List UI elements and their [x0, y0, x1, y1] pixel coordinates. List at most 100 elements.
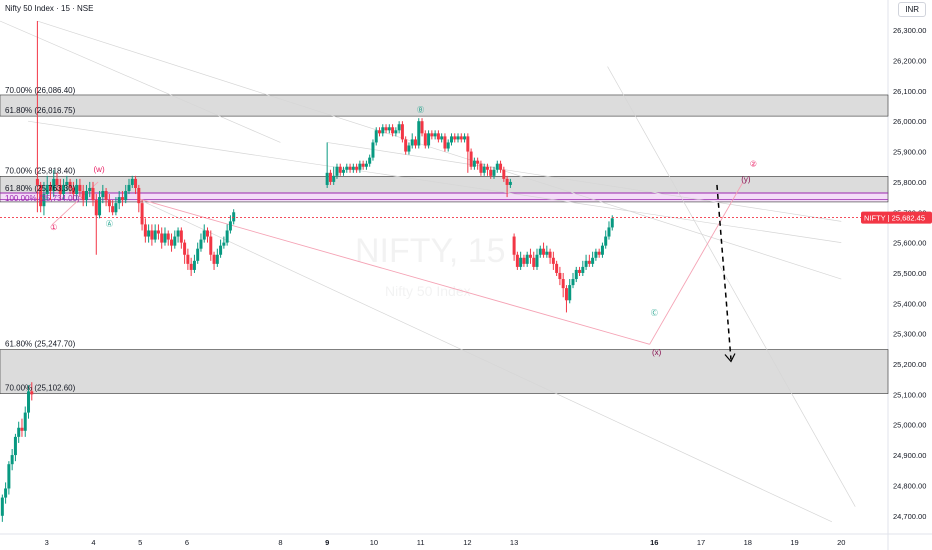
y-tick-label: 26,000.00	[893, 117, 926, 126]
candle-body	[170, 239, 174, 246]
watermark-symbol: NIFTY, 15	[355, 232, 506, 270]
candle-body	[325, 172, 329, 185]
x-tick-label: 3	[45, 538, 49, 547]
candle-body	[192, 260, 196, 270]
wave-label: (x)	[652, 348, 662, 357]
candle-body	[130, 178, 134, 185]
candle-body	[417, 121, 421, 146]
candle-body	[150, 230, 154, 240]
candle-body	[179, 230, 183, 243]
candle-body	[545, 251, 549, 255]
candle-body	[348, 166, 352, 170]
candle-body	[17, 427, 21, 437]
candle-body	[436, 133, 440, 140]
candle-body	[512, 236, 516, 255]
candle-body	[463, 136, 467, 140]
candle-body	[581, 266, 585, 273]
candle-body	[472, 160, 476, 167]
candle-body	[45, 184, 49, 195]
trend-line	[140, 199, 833, 523]
candle-body	[42, 194, 46, 207]
candle-body	[332, 175, 336, 182]
candle-body	[147, 230, 151, 237]
candle-body	[228, 221, 232, 231]
candle-body	[124, 191, 128, 201]
candle-body	[391, 127, 395, 134]
candle-body	[397, 124, 401, 131]
candle-body	[91, 187, 95, 201]
candle-body	[58, 184, 62, 195]
candle-body	[189, 263, 193, 270]
candle-body	[199, 239, 203, 249]
candle-body	[482, 166, 486, 173]
candle-body	[407, 145, 411, 152]
candle-body	[153, 230, 157, 240]
candle-body	[30, 391, 34, 395]
candle-body	[55, 178, 59, 185]
wave-label: Ⓒ	[651, 309, 658, 317]
candle-body	[555, 263, 559, 273]
candle-body	[607, 227, 611, 237]
watermark: NIFTY, 15 Nifty 50 Index	[355, 232, 506, 299]
candle-body	[535, 254, 539, 267]
candle-body	[20, 427, 24, 431]
candle-body	[52, 178, 56, 192]
candle-body	[225, 230, 229, 243]
candle-body	[27, 391, 31, 413]
candle-body	[338, 166, 342, 173]
trend-line	[37, 20, 842, 280]
candle-body	[206, 230, 210, 237]
candle-body	[479, 163, 483, 173]
candle-body	[371, 142, 375, 158]
wave-label: ①	[50, 223, 57, 232]
candle-body	[502, 169, 506, 179]
fib-zone	[0, 94, 889, 117]
candle-body	[571, 279, 575, 286]
fib-label: 70.00% (25,818.40)	[5, 166, 76, 175]
currency-button[interactable]: INR	[898, 2, 926, 17]
candle-body	[591, 257, 595, 264]
candle-body	[65, 181, 69, 185]
candle-body	[75, 184, 79, 195]
candle-body	[48, 184, 52, 192]
x-tick-label: 16	[650, 538, 658, 547]
candle-body	[358, 163, 362, 170]
candles	[0, 21, 614, 522]
candle-body	[209, 236, 213, 255]
projection-arrow-head	[724, 353, 736, 363]
candle-body	[538, 248, 542, 255]
candle-body	[597, 251, 601, 255]
candle-body	[499, 163, 503, 170]
candle-body	[361, 163, 365, 167]
candle-body	[400, 124, 404, 140]
candle-body	[215, 254, 219, 264]
candle-body	[505, 178, 509, 185]
candle-body	[427, 133, 431, 146]
candle-body	[351, 166, 355, 170]
candle-body	[88, 187, 92, 192]
candle-body	[94, 200, 98, 216]
y-tick-label: 25,300.00	[893, 330, 926, 339]
candle-body	[137, 187, 141, 204]
candle-body	[355, 166, 359, 170]
candle-body	[335, 166, 339, 176]
x-tick-label: 19	[790, 538, 798, 547]
y-tick-label: 24,700.00	[893, 512, 926, 521]
candle-body	[584, 260, 588, 267]
candle-body	[117, 197, 121, 204]
trend-line	[27, 120, 842, 243]
candle-body	[81, 191, 85, 201]
candle-body	[0, 497, 4, 516]
wave-label: ②	[750, 160, 757, 169]
candle-body	[104, 191, 108, 201]
wave-labels: ① (w) Ⓐ Ⓑ Ⓒ (x) (y) ②	[50, 106, 757, 357]
watermark-name: Nifty 50 Index	[385, 283, 471, 299]
candle-body	[443, 136, 447, 149]
y-tick-label: 26,200.00	[893, 56, 926, 65]
candle-body	[568, 285, 572, 301]
candle-body	[39, 184, 43, 207]
candle-body	[7, 464, 11, 489]
chart-header: Nifty 50 Index · 15 · NSE	[5, 4, 94, 13]
